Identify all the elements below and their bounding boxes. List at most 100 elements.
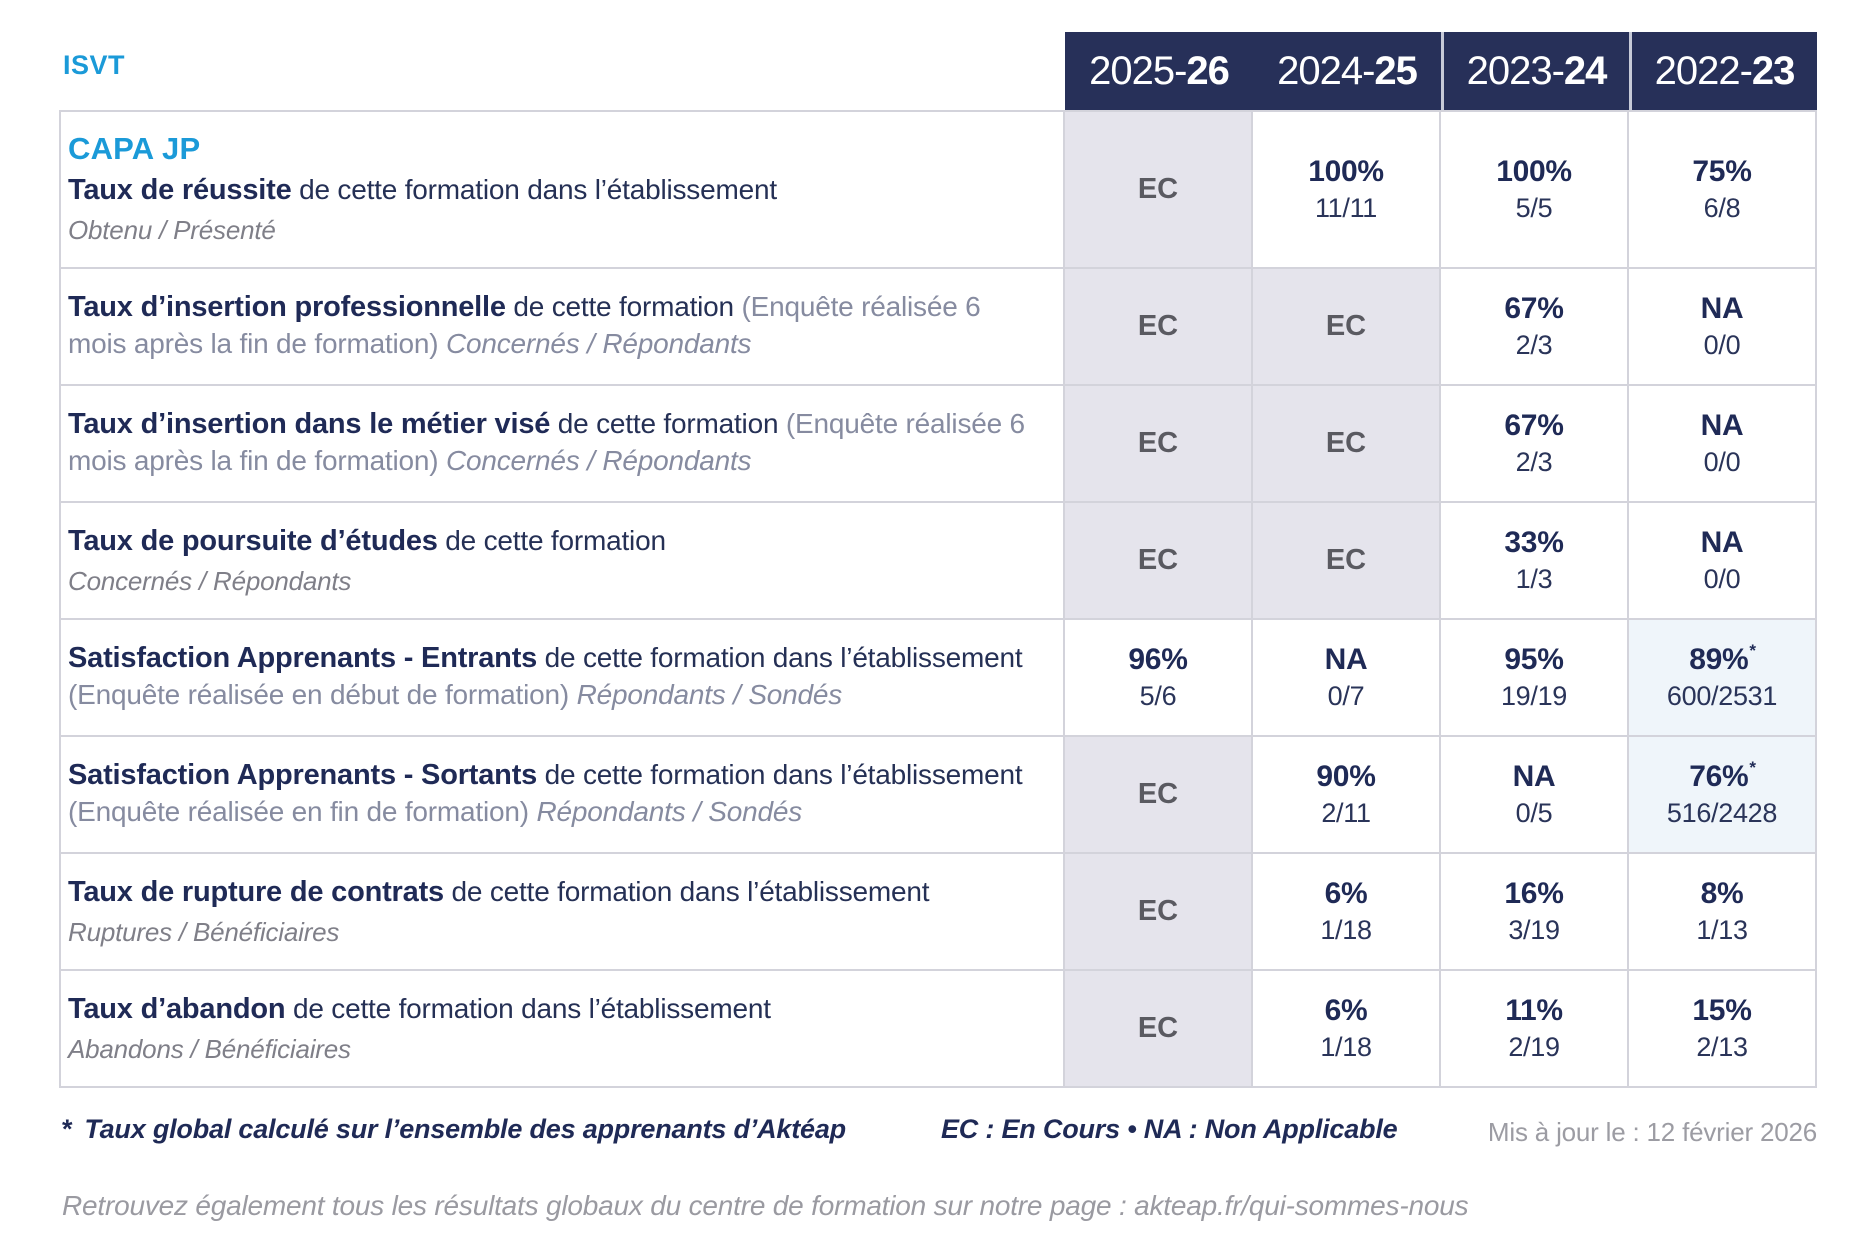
value-cell: 76%* 516/2428 — [1629, 737, 1817, 854]
ratio-value: 516/2428 — [1666, 797, 1778, 828]
metric-description: Taux de poursuite d’études de cette form… — [68, 522, 1043, 560]
rate-value: NA — [1700, 292, 1744, 326]
metric-scope: de cette formation dans l’établissement — [537, 758, 1023, 790]
rate-value: 100% — [1308, 155, 1384, 189]
rate-value: EC — [1137, 426, 1179, 459]
rate-value: 76%* — [1689, 758, 1756, 794]
year-prefix: 2022- — [1654, 48, 1753, 93]
rate-value: 15% — [1692, 994, 1752, 1028]
value-cell: EC — [1253, 269, 1441, 386]
year-suffix: 25 — [1374, 48, 1417, 93]
ratio-definition: Concernés / Répondants — [68, 566, 352, 597]
ratio-value: 1/18 — [1320, 1031, 1372, 1062]
survey-note: (Enquête réalisée en début de formation) — [68, 679, 569, 711]
last-updated-label: Mis à jour le : 12 février 2026 — [1487, 1117, 1817, 1147]
metric-name: Satisfaction Apprenants - Entrants — [68, 641, 538, 674]
metric-scope: de cette formation dans l’établissement — [443, 875, 930, 907]
abbreviation-legend: EC : En Cours • NA : Non Applicable — [941, 1114, 1398, 1144]
value-cell: 100% 11/11 — [1253, 110, 1441, 269]
value-cell: 90% 2/11 — [1253, 737, 1441, 854]
value-cell: EC — [1253, 503, 1441, 620]
rate-value: EC — [1325, 426, 1367, 459]
value-cell: EC — [1253, 386, 1441, 503]
rate-value: EC — [1325, 543, 1367, 576]
footnote-global-rate: * Taux global calculé sur l’ensemble des … — [62, 1114, 846, 1145]
ratio-definition: Répondants / Sondés — [528, 796, 802, 828]
ratio-definition: Abandons / Bénéficiaires — [68, 1034, 351, 1065]
column-header-2023-24: 2023- 24 — [1441, 32, 1629, 110]
year-prefix: 2023- — [1466, 48, 1565, 93]
value-cell: EC — [1065, 110, 1253, 269]
ratio-value: 0/5 — [1515, 797, 1553, 828]
ratio-value: 0/0 — [1703, 329, 1741, 360]
ratio-definition: Obtenu / Présenté — [68, 215, 276, 246]
ratio-value: 2/11 — [1321, 797, 1371, 828]
rate-value: 6% — [1324, 994, 1368, 1028]
survey-note: (Enquête réalisée 6 mois après la fin de… — [68, 290, 981, 360]
ratio-value: 2/3 — [1515, 446, 1553, 477]
global-rate-asterisk: * — [1749, 758, 1756, 778]
ratio-definition: Concernés / Répondants — [438, 328, 752, 360]
asterisk-mark: * — [62, 1114, 73, 1144]
ratio-value: 6/8 — [1703, 192, 1741, 223]
metric-description: Taux de réussite de cette formation dans… — [68, 171, 1043, 209]
value-cell: EC — [1065, 386, 1253, 503]
column-header-2022-23: 2022- 23 — [1629, 32, 1817, 110]
column-header-group: 2025- 26 2024- 25 — [1065, 32, 1441, 110]
program-title: CAPA JP — [68, 130, 201, 166]
row-label: Taux d’abandon de cette formation dans l… — [59, 971, 1065, 1088]
rate-value: NA — [1324, 643, 1368, 677]
rate-value: 75% — [1692, 155, 1752, 189]
ratio-value: 5/5 — [1515, 192, 1553, 223]
rate-value: 33% — [1504, 526, 1564, 560]
header-spacer — [59, 32, 1065, 110]
ratio-value: 0/0 — [1703, 563, 1741, 594]
ratio-definition: Ruptures / Bénéficiaires — [68, 917, 340, 948]
rate-value: 67% — [1504, 409, 1564, 443]
metric-description: Taux d’insertion professionnelle de cett… — [68, 288, 1043, 363]
value-cell: EC — [1065, 854, 1253, 971]
metric-scope: de cette formation dans l’établissement — [537, 641, 1023, 673]
year-suffix: 23 — [1751, 48, 1795, 93]
value-cell: 33% 1/3 — [1441, 503, 1629, 620]
row-label: Satisfaction Apprenants - Sortants de ce… — [59, 737, 1065, 854]
ratio-value: 1/3 — [1515, 563, 1553, 594]
ratio-value: 0/7 — [1327, 680, 1365, 711]
value-cell: 95% 19/19 — [1441, 620, 1629, 737]
row-label: Taux d’insertion dans le métier visé de … — [59, 386, 1065, 503]
ratio-definition: Concernés / Répondants — [438, 445, 752, 477]
column-header-2025-26: 2025- 26 — [1065, 49, 1253, 94]
row-label: CAPA JP Taux de réussite de cette formati… — [59, 110, 1065, 269]
value-cell: 15% 2/13 — [1629, 971, 1817, 1088]
ratio-value: 1/13 — [1696, 914, 1748, 945]
ratio-value: 11/11 — [1314, 192, 1378, 223]
value-cell: 100% 5/5 — [1441, 110, 1629, 269]
rate-value: 67% — [1504, 292, 1564, 326]
metric-description: Satisfaction Apprenants - Entrants de ce… — [68, 639, 1043, 714]
ratio-value: 0/0 — [1703, 446, 1741, 477]
metric-name: Taux d’abandon — [68, 992, 286, 1025]
row-label: Taux de rupture de contrats de cette for… — [59, 854, 1065, 971]
org-label: ISVT — [63, 50, 126, 80]
rate-value: EC — [1137, 309, 1179, 342]
metric-description: Taux d’insertion dans le métier visé de … — [68, 405, 1043, 480]
ratio-value: 2/13 — [1696, 1031, 1748, 1062]
row-label: Satisfaction Apprenants - Entrants de ce… — [59, 620, 1065, 737]
rate-value: EC — [1137, 172, 1179, 205]
rate-value: 90% — [1316, 760, 1376, 794]
rate-value: 6% — [1324, 877, 1368, 911]
value-cell: NA 0/7 — [1253, 620, 1441, 737]
results-table: 2025- 26 2024- 25 2023- 24 2022- 23 CAPA JP T… — [59, 32, 1817, 1088]
row-label: Taux d’insertion professionnelle de cett… — [59, 269, 1065, 386]
rate-value: EC — [1325, 309, 1367, 342]
global-rate-asterisk: * — [1749, 641, 1756, 661]
year-prefix: 2025- — [1089, 48, 1187, 93]
metric-scope: de cette formation — [550, 407, 779, 439]
value-cell: EC — [1065, 503, 1253, 620]
rate-value: EC — [1137, 777, 1179, 810]
metric-scope: de cette formation — [505, 290, 734, 322]
ratio-value: 600/2531 — [1666, 680, 1778, 711]
rate-value: 11% — [1505, 994, 1563, 1028]
metric-name: Taux de poursuite d’études — [68, 524, 438, 557]
